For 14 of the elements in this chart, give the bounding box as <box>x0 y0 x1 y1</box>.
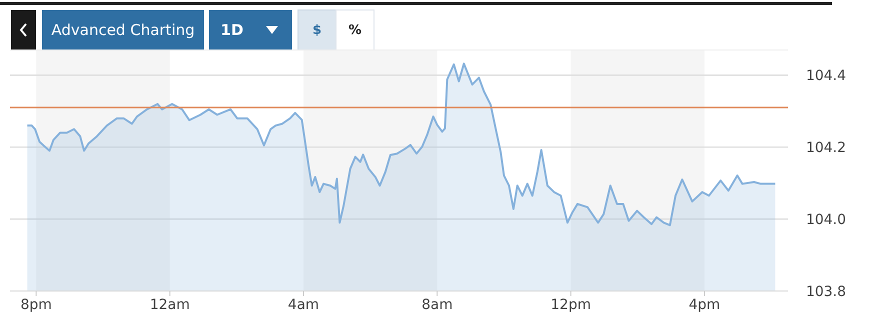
text: $ <box>312 23 322 38</box>
y-tick-label: 104.0 <box>806 212 846 228</box>
y-tick-label: 103.8 <box>806 284 846 300</box>
text: % <box>348 23 362 38</box>
x-tick-label: 12am <box>150 297 190 313</box>
x-tick-label: 12pm <box>550 297 591 313</box>
text: 1D <box>220 21 244 39</box>
x-tick-label: 8am <box>422 297 453 313</box>
x-tick-label: 4pm <box>688 297 720 313</box>
x-tick-label: 8pm <box>20 297 52 313</box>
y-tick-label: 104.2 <box>806 140 846 156</box>
y-tick-label: 104.4 <box>806 68 846 84</box>
text: Advanced Charting <box>51 21 195 39</box>
x-tick-label: 4am <box>288 297 320 313</box>
